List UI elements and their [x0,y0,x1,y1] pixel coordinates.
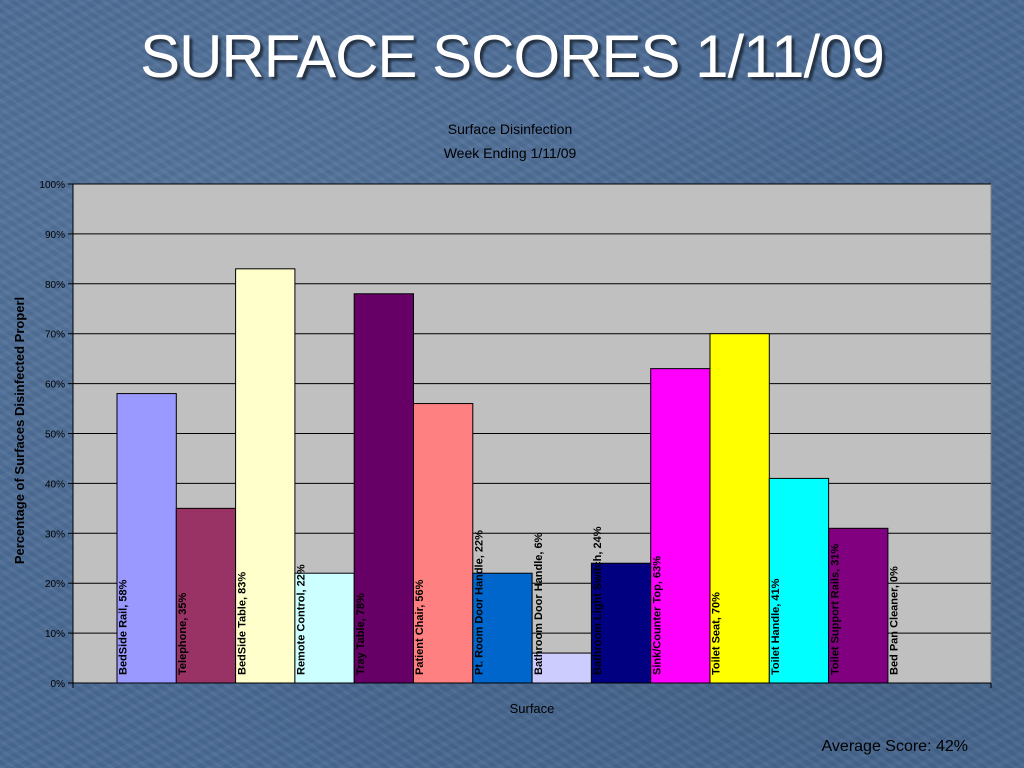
bar-data-label: BedSide Rail, 58% [118,579,130,675]
slide-title: SURFACE SCORES 1/11/09 [140,23,885,90]
bar [294,572,355,684]
bar-data-label: Toilet Handle, 41% [770,578,782,675]
y-tick-label: 70% [45,330,65,341]
bar-data-label: Tray Table, 78% [355,593,367,675]
bar [235,268,296,684]
bar [828,527,889,684]
bar [590,562,652,684]
bar-data-label: Sink/Counter Top, 63% [651,556,663,675]
bar [413,403,474,684]
y-tick-label: 0% [51,679,66,690]
bar-data-label: Patient Chair, 56% [414,579,426,675]
y-tick-label: 80% [45,280,65,291]
y-axis-title: Percentage of Surfaces Disinfected Prope… [12,297,27,564]
bar-data-label: Bathroom Light Switch, 24% [592,526,604,675]
bar [175,507,237,684]
chart-title-line-2: Week Ending 1/11/09 [443,145,577,161]
bar [116,393,177,684]
bar [531,652,592,684]
bar-data-label: Bed Pan Cleaner, 0% [889,566,901,675]
y-tick-label: 40% [45,479,65,490]
x-axis-title: Surface [510,701,555,716]
bar-data-label: BedSide Table, 83% [236,572,248,675]
y-tick-label: 30% [45,529,65,540]
y-tick-label: 100% [39,180,65,191]
y-tick-label: 90% [45,230,65,241]
bar-data-label: Toilet Support Rails, 31% [829,544,841,675]
bar-data-label: Telephone, 35% [177,592,189,675]
bar [353,293,415,684]
y-tick-label: 50% [45,430,65,441]
y-tick-label: 20% [45,579,65,590]
y-tick-label: 10% [45,629,65,640]
bar-data-label: Bathroom Door Handle, 6% [533,532,545,675]
bar-data-label: Toilet Seat, 70% [711,592,723,675]
bar [768,477,830,684]
bar-data-label: Remote Control, 22% [296,564,308,675]
bar [650,368,711,684]
bar [472,572,533,684]
average-score: Average Score: 42% [821,738,968,755]
bar-data-label: Pt. Room Door Handle, 22% [473,530,485,675]
y-tick-label: 60% [45,380,65,391]
chart-title-line-1: Surface Disinfection [447,121,573,137]
